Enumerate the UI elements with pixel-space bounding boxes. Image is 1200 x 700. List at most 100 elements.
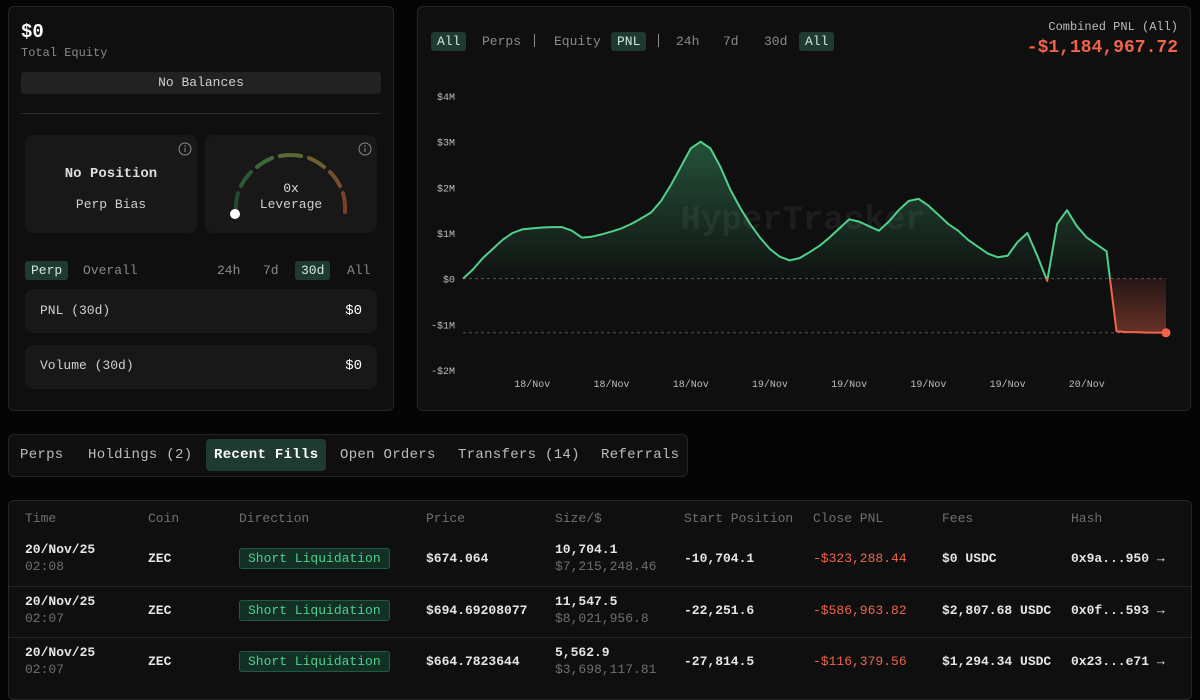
column-header: Coin	[148, 511, 180, 526]
divider	[21, 113, 381, 114]
x-tick-label: 20/Nov	[1069, 379, 1105, 391]
range-button[interactable]: 24h	[217, 263, 241, 278]
info-icon[interactable]	[357, 141, 373, 157]
column-header: Start Position	[684, 511, 794, 526]
pnl-line	[462, 140, 1167, 334]
hash[interactable]: 0x23...e71 →	[1071, 654, 1165, 669]
tab[interactable]: Referrals	[601, 447, 680, 463]
leverage-gauge	[230, 153, 348, 219]
last-point	[1161, 328, 1171, 338]
tab-bar	[8, 434, 688, 477]
time-clock: 02:08	[25, 559, 65, 574]
stat-value: $0	[345, 358, 362, 374]
x-tick-label: 18/Nov	[514, 379, 550, 391]
fees: $2,807.68 USDC	[942, 602, 1052, 618]
start-position: -22,251.6	[684, 602, 755, 618]
y-tick-label: $3M	[437, 138, 455, 150]
chart-filter[interactable]: PNL	[611, 32, 647, 51]
x-tick-label: 18/Nov	[673, 379, 709, 391]
tab[interactable]: Perps	[20, 447, 64, 463]
price: $674.064	[426, 551, 489, 566]
range-button[interactable]: 30d	[295, 261, 331, 280]
direction: Short Liquidation	[239, 651, 390, 672]
size-usd: $7,215,248.46	[555, 559, 657, 574]
area-fill	[463, 141, 1166, 333]
chart-filter[interactable]: 24h	[676, 34, 700, 49]
tab[interactable]: Recent Fills	[206, 439, 327, 471]
info-icon[interactable]	[177, 141, 193, 157]
equity-value: $0	[21, 21, 44, 43]
chart-filter[interactable]: All	[799, 32, 835, 51]
column-header: Fees	[942, 511, 974, 526]
column-header: Time	[25, 511, 57, 526]
hash[interactable]: 0x0f...593 →	[1071, 602, 1165, 618]
stat-value: $0	[345, 303, 362, 319]
y-tick-label: $1M	[437, 229, 455, 241]
column-header: Hash	[1071, 511, 1103, 526]
leverage-value: 0x	[283, 181, 299, 196]
close-pnl: -$116,379.56	[813, 654, 907, 669]
tab[interactable]: Holdings (2)	[88, 447, 193, 463]
coin: ZEC	[148, 654, 172, 669]
y-tick-label: $2M	[437, 183, 455, 195]
bias-subtitle: Perp Bias	[75, 197, 147, 212]
combined-pnl-value: -$1,184,967.72	[1026, 38, 1178, 58]
stat-card: PNL (30d) $0	[25, 289, 377, 333]
time-clock: 02:07	[25, 662, 65, 677]
start-position: -27,814.5	[684, 654, 755, 669]
stat-label: PNL (30d)	[40, 303, 111, 318]
stat-card: Volume (30d) $0	[25, 345, 377, 389]
chart-filter[interactable]: 30d	[764, 34, 788, 49]
range-button[interactable]: All	[347, 263, 371, 278]
column-header: Size/$	[555, 511, 602, 526]
y-tick-label: $4M	[437, 92, 455, 104]
size: 10,704.1	[555, 542, 618, 557]
chart-filter[interactable]: 7d	[723, 34, 739, 49]
close-pnl: -$586,963.82	[813, 602, 907, 618]
y-tick-label: $0	[443, 275, 455, 287]
range-button[interactable]: 7d	[263, 263, 279, 278]
coin: ZEC	[148, 602, 172, 618]
x-tick-label: 19/Nov	[831, 379, 867, 391]
equity-label: Total Equity	[21, 46, 108, 60]
leverage-label: Leverage	[259, 197, 323, 212]
row-divider	[9, 585, 1191, 587]
size: 11,547.5	[555, 593, 618, 609]
fees: $0 USDC	[942, 551, 997, 566]
row-divider	[9, 637, 1191, 638]
start-position: -10,704.1	[684, 551, 755, 566]
bias-title: No Position	[64, 166, 158, 182]
chart-filter[interactable]: Perps	[482, 34, 522, 49]
chart-filter[interactable]: All	[431, 32, 467, 51]
x-tick-label: 19/Nov	[990, 379, 1026, 391]
column-header: Price	[426, 511, 466, 526]
x-tick-label: 19/Nov	[752, 379, 788, 391]
chart-filter[interactable]: Equity	[554, 34, 601, 49]
price: $664.7823644	[426, 654, 520, 669]
tab[interactable]: Transfers (14)	[458, 447, 580, 463]
separator	[658, 34, 659, 47]
time-date: 20/Nov/25	[25, 645, 96, 660]
fees: $1,294.34 USDC	[942, 654, 1052, 669]
tab[interactable]: Open Orders	[340, 447, 436, 463]
direction: Short Liquidation	[239, 548, 390, 569]
hash[interactable]: 0x9a...950 →	[1071, 551, 1165, 566]
x-tick-label: 18/Nov	[594, 379, 630, 391]
stats-tab[interactable]: Perp	[25, 261, 69, 280]
pnl-chart: HyperTracker-$2M-$1M$0$1M$2M$3M$4M18/Nov…	[431, 92, 1171, 391]
column-header: Close PNL	[813, 511, 884, 526]
bias-card: No Position Perp Bias	[25, 135, 197, 233]
chart-panel: All Perps Equity PNL 24h 7d 30d All Comb…	[417, 6, 1191, 411]
stat-label: Volume (30d)	[40, 358, 134, 373]
time-date: 20/Nov/25	[25, 593, 96, 609]
close-pnl: -$323,288.44	[813, 551, 907, 566]
direction: Short Liquidation	[239, 599, 390, 621]
stats-tab[interactable]: Overall	[83, 263, 138, 278]
coin: ZEC	[148, 551, 172, 566]
combined-pnl-label: Combined PNL (All)	[1048, 20, 1178, 34]
size: 5,562.9	[555, 645, 610, 660]
x-tick-label: 19/Nov	[910, 379, 946, 391]
time-clock: 02:07	[25, 610, 65, 626]
